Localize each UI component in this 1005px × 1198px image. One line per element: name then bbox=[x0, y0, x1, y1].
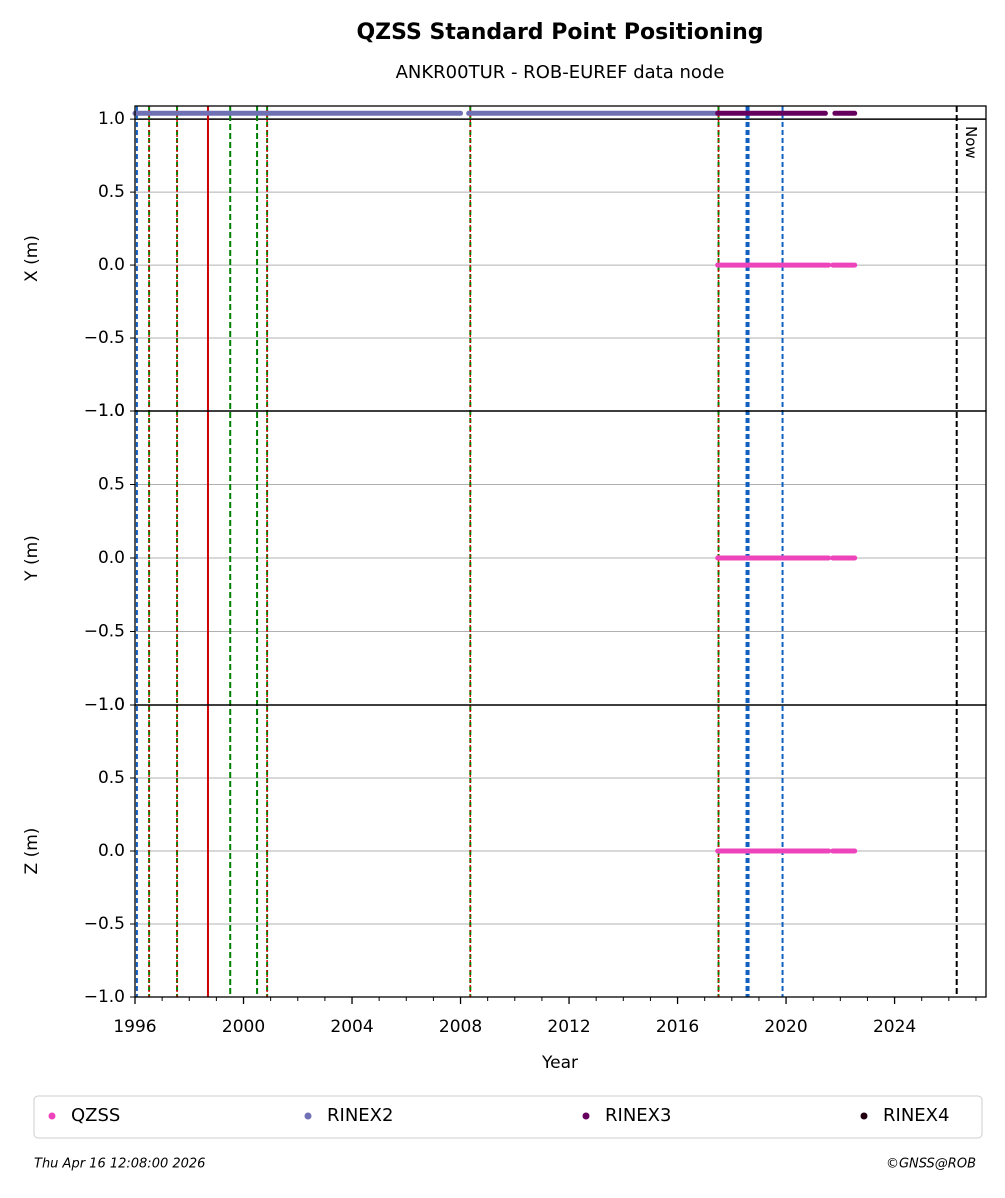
legend-marker bbox=[48, 1112, 56, 1120]
y-tick-label: 0.5 bbox=[98, 475, 125, 495]
y-axis-label: Y (m) bbox=[22, 535, 42, 582]
x-tick-label: 2020 bbox=[764, 1017, 807, 1037]
y-tick-label: −0.5 bbox=[84, 328, 125, 348]
x-tick-label: 2012 bbox=[547, 1017, 590, 1037]
chart-subtitle: ANKR00TUR - ROB-EUREF data node bbox=[396, 62, 725, 83]
legend-marker bbox=[304, 1112, 312, 1120]
y-tick-label: 0.0 bbox=[98, 548, 125, 568]
y-tick-label: −1.0 bbox=[84, 695, 125, 715]
x-tick-label: 2004 bbox=[330, 1017, 373, 1037]
x-tick-label: 2024 bbox=[873, 1017, 916, 1037]
y-tick-label: −1.0 bbox=[84, 987, 125, 1007]
chart-title: QZSS Standard Point Positioning bbox=[356, 20, 763, 45]
y-axis-label: Z (m) bbox=[22, 828, 42, 875]
legend-label: RINEX3 bbox=[605, 1105, 671, 1126]
legend-label: RINEX4 bbox=[883, 1105, 949, 1126]
legend-box bbox=[33, 1095, 983, 1139]
x-tick-label: 2000 bbox=[222, 1017, 265, 1037]
y-tick-label: 0.5 bbox=[98, 182, 125, 202]
x-tick-label: 1996 bbox=[113, 1017, 156, 1037]
footer-credit: ©GNSS@ROB bbox=[886, 1157, 976, 1172]
y-tick-label: 0.0 bbox=[98, 255, 125, 275]
legend-marker bbox=[860, 1112, 868, 1120]
x-tick-label: 2008 bbox=[439, 1017, 482, 1037]
x-axis-label: Year bbox=[541, 1053, 578, 1073]
y-tick-label: −0.5 bbox=[84, 914, 125, 934]
y-tick-label: 0.5 bbox=[98, 768, 125, 788]
axes-frame bbox=[134, 704, 987, 998]
footer-date: Thu Apr 16 12:08:00 2026 bbox=[34, 1157, 205, 1172]
y-tick-label: 1.0 bbox=[98, 109, 125, 129]
y-tick-label: 0.0 bbox=[98, 841, 125, 861]
y-tick-label: 1.0 bbox=[98, 401, 125, 421]
y-tick-label: −0.5 bbox=[84, 622, 125, 642]
event-label: Now bbox=[962, 126, 980, 159]
x-tick-label: 2016 bbox=[656, 1017, 699, 1037]
y-tick-label: −1.0 bbox=[84, 401, 125, 421]
y-axis-label: X (m) bbox=[22, 235, 42, 282]
legend-label: QZSS bbox=[71, 1105, 120, 1126]
axes-frame bbox=[134, 105, 987, 412]
legend-marker bbox=[582, 1112, 590, 1120]
y-tick-label: 1.0 bbox=[98, 695, 125, 715]
legend-label: RINEX2 bbox=[327, 1105, 393, 1126]
